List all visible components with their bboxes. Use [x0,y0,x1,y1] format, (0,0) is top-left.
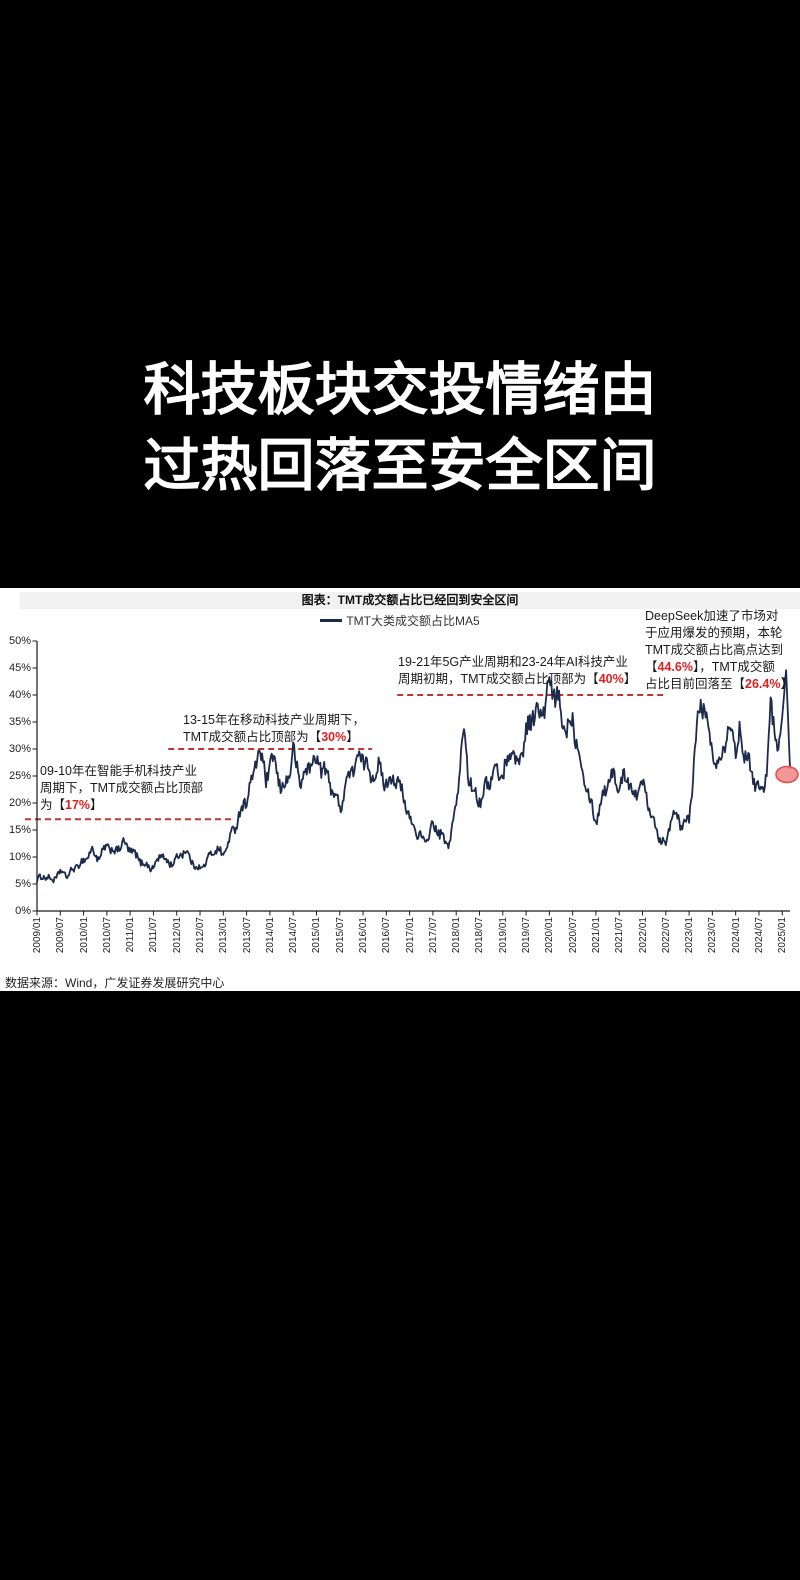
annotation-line: 周期初期，TMT成交额占比顶部为【40%】 [398,671,636,688]
end-marker-ellipse [775,765,799,784]
page-title-line-2: 过热回落至安全区间 [143,434,657,498]
y-axis-label: 30% [8,743,31,755]
annotation-text: 】 [90,798,103,812]
x-axis-label: 2016/07 [381,917,393,954]
x-axis-label: 2018/07 [474,917,486,954]
x-axis-label: 2013/01 [218,917,230,954]
y-axis-label: 0% [15,905,31,917]
x-axis-label: 2022/07 [660,917,672,954]
annotation-2009-smartphone: 09-10年在智能手机科技产业 周期下，TMT成交额占比顶部 为【17%】 [40,763,203,814]
annotation-line: DeepSeek加速了市场对 [645,608,793,625]
annotation-text: 】 [623,672,637,686]
annotation-line: TMT成交额占比顶部为【30%】 [183,729,365,746]
annotation-line: 09-10年在智能手机科技产业 [40,763,203,780]
annotation-line: 为【17%】 [40,797,203,814]
y-axis-label: 45% [8,662,31,674]
annotation-text: 于应用爆发的预期，本轮 [645,626,783,640]
y-axis-label: 40% [8,689,31,701]
y-axis-label: 20% [8,797,31,809]
legend-line-icon [320,619,343,622]
annotation-text: DeepSeek加速了市场对 [645,609,779,623]
x-axis-label: 2009/01 [32,917,43,954]
annotation-deepseek: DeepSeek加速了市场对 于应用爆发的预期，本轮 TMT成交额占比高点达到 【44… [645,608,793,693]
annotation-text: TMT成交额占比高点达到 [645,643,784,657]
annotation-line: 占比目前回落至【26.4%】 [645,676,793,693]
x-axis-label: 2014/07 [288,917,300,954]
x-axis-label: 2024/01 [730,917,742,954]
annotation-line: 于应用爆发的预期，本轮 [645,625,793,642]
annotation-line: 周期下，TMT成交额占比顶部 [40,780,203,797]
annotation-2013-mobile: 13-15年在移动科技产业周期下， TMT成交额占比顶部为【30%】 [183,712,365,746]
series-line-tmt-share-ma5 [36,669,791,884]
x-axis-label: 2018/01 [451,917,463,954]
x-axis-label: 2020/01 [544,917,556,954]
annotation-text: 】，TMT成交额 [692,660,775,674]
annotation-text: 周期下，TMT成交额占比顶部 [40,781,204,795]
annotation-line: 19-21年5G产业周期和23-24年AI科技产业 [398,654,636,671]
annotation-text: TMT成交额占比顶部为【 [183,730,322,744]
annotation-2019-5g-ai: 19-21年5G产业周期和23-24年AI科技产业 周期初期，TMT成交额占比顶部… [398,654,636,688]
highlight-value: 26.4% [745,677,781,691]
page-title: 科技板块交投情绪由 过热回落至安全区间 [0,352,800,504]
annotation-text: 13-15年在移动科技产业周期下， [183,713,365,727]
x-axis-label: 2015/01 [311,917,323,954]
annotation-text: 19-21年5G产业周期和23-24年AI科技产业 [398,655,628,669]
x-axis-label: 2021/01 [590,917,602,954]
x-axis-label: 2023/01 [684,917,696,954]
y-axis-label: 10% [8,851,31,863]
x-axis-label: 2025/01 [777,917,789,954]
x-axis-label: 2024/07 [753,917,765,954]
x-axis-label: 2015/07 [334,917,346,954]
annotation-text: 09-10年在智能手机科技产业 [40,764,197,778]
highlight-value: 44.6% [657,660,693,674]
x-axis-label: 2021/07 [614,917,626,954]
x-axis-label: 2014/01 [264,917,276,954]
y-axis-label: 35% [8,716,31,728]
y-axis-label: 15% [8,824,31,836]
y-axis-label: 50% [8,635,31,647]
x-axis-label: 2012/01 [171,917,183,954]
x-axis-label: 2019/01 [497,917,509,954]
x-axis-label: 2010/01 [78,917,90,954]
annotation-text: 】 [780,677,793,691]
x-axis-label: 2012/07 [195,917,207,954]
chart-canvas [25,640,799,916]
annotation-line: 13-15年在移动科技产业周期下， [183,712,365,729]
annotation-text: 占比目前回落至【 [645,677,746,691]
x-axis-label: 2016/01 [358,917,370,954]
annotation-text: 为【 [40,798,66,812]
x-axis-label: 2009/07 [55,917,67,954]
page-title-line-1: 科技板块交投情绪由 [143,358,657,422]
x-axis-label: 2023/07 [707,917,719,954]
annotation-line: TMT成交额占比高点达到 [645,642,793,659]
annotation-line: 【44.6%】，TMT成交额 [645,659,793,676]
x-axis-label: 2017/01 [404,917,416,954]
x-axis-label: 2011/07 [148,917,160,953]
annotation-text: 】 [346,730,359,744]
x-axis-label: 2017/07 [427,917,439,954]
chart-panel: 图表：TMT成交额占比已经回到安全区间 TMT大类成交额占比MA5 0% 5% 10… [0,588,800,991]
y-axis-label: 5% [15,878,31,890]
highlight-value: 30% [321,730,347,744]
x-axis-label: 2011/01 [125,917,137,953]
annotation-text: 周期初期，TMT成交额占比顶部为【 [398,672,599,686]
highlight-value: 17% [65,798,91,812]
x-axis-label: 2013/07 [241,917,253,954]
x-axis-label: 2019/07 [521,917,533,954]
x-axis-label: 2022/01 [637,917,649,954]
chart-legend: TMT大类成交额占比MA5 [0,612,800,629]
annotation-text: 【 [645,660,658,674]
x-axis-label: 2020/07 [567,917,579,954]
x-axis-label: 2010/07 [101,917,113,954]
y-axis-label: 25% [8,770,31,782]
highlight-value: 40% [598,672,624,686]
data-source-note: 数据来源：Wind，广发证券发展研究中心 [5,976,225,990]
legend-label: TMT大类成交额占比MA5 [346,614,480,628]
chart-header: 图表：TMT成交额占比已经回到安全区间 [20,592,800,609]
